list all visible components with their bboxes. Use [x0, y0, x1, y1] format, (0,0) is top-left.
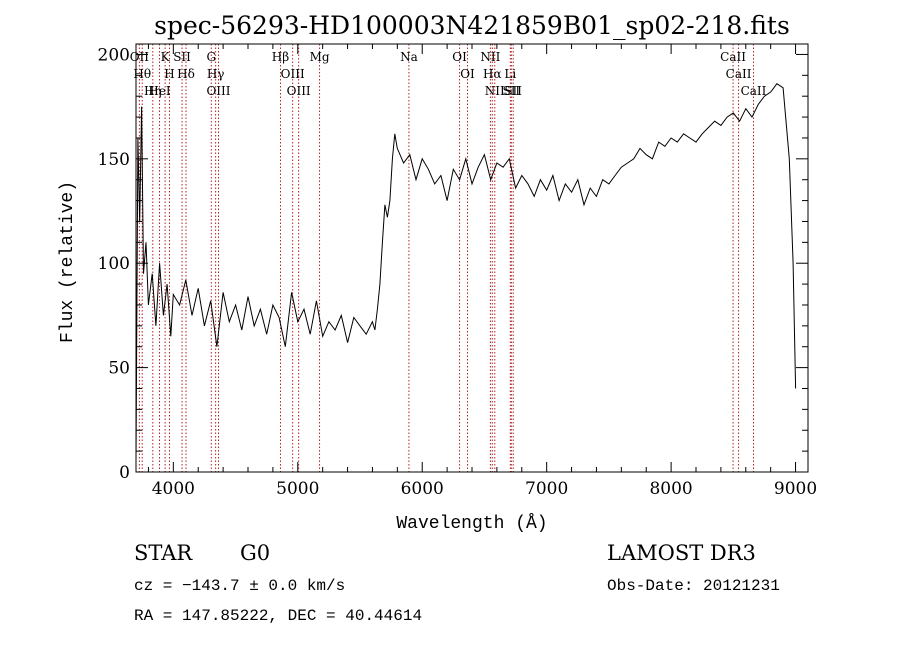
line-marker-label: OIII — [287, 84, 311, 98]
line-marker-label: Mg — [310, 50, 330, 64]
object-class: STAR — [134, 541, 193, 565]
line-marker-label: SII — [173, 50, 191, 64]
y-tick-label: 0 — [119, 463, 130, 483]
y-axis-label: Flux (relative) — [58, 181, 78, 343]
line-marker-label: SII — [502, 84, 520, 98]
subclass: G0 — [240, 541, 270, 565]
line-marker-label: Hθ — [133, 67, 151, 81]
line-marker-label: OI — [452, 50, 467, 64]
line-marker-label: G — [206, 50, 216, 64]
x-tick-label: 7000 — [525, 479, 568, 499]
line-marker-label: Hη — [144, 84, 162, 98]
spectrum-series-line — [135, 83, 797, 462]
y-tick-label: 200 — [98, 45, 130, 65]
obs-date: Obs-Date: 20121231 — [607, 577, 780, 595]
x-tick-label: 5000 — [276, 479, 319, 499]
line-marker-label: OI — [460, 67, 475, 81]
line-marker-label: HeI — [148, 84, 171, 98]
line-marker-label: CaII — [720, 50, 746, 64]
line-marker-label: NII — [485, 84, 505, 98]
coordinates: RA = 147.85222, DEC = 40.44614 — [134, 607, 422, 625]
line-marker-label: OII — [130, 50, 150, 64]
x-tick-label: 6000 — [401, 479, 444, 499]
redshift-cz: cz = −143.7 ± 0.0 km/s — [134, 577, 345, 595]
x-axis: 4000 5000 6000 7000 8000 9000 — [147, 44, 817, 499]
line-marker-label: CaII — [741, 84, 767, 98]
line-marker-label: H — [164, 67, 174, 81]
x-axis-label: Wavelength (Å) — [396, 513, 547, 534]
x-tick-label: 8000 — [649, 479, 692, 499]
line-marker-label: Hα — [483, 67, 502, 81]
line-marker-label: Li — [504, 67, 516, 81]
line-marker-label: NII — [480, 50, 500, 64]
line-marker-lines — [138, 44, 754, 472]
chart-title: spec-56293-HD100003N421859B01_sp02-218.f… — [154, 11, 790, 40]
line-marker-label: K — [161, 50, 171, 64]
line-marker-label: Na — [400, 50, 418, 64]
line-marker-label: SII — [504, 84, 522, 98]
survey-name: LAMOST DR3 — [607, 541, 756, 565]
y-tick-label: 100 — [98, 254, 130, 274]
line-marker-label: OIII — [281, 67, 305, 81]
plot-frame — [135, 43, 809, 473]
x-tick-label: 4000 — [152, 479, 195, 499]
line-marker-label: Hγ — [207, 67, 225, 81]
y-tick-label: 50 — [108, 359, 130, 379]
line-marker-label: OIII — [206, 84, 230, 98]
line-marker-label: Hδ — [177, 67, 195, 81]
x-tick-label: 9000 — [774, 479, 817, 499]
line-marker-label: CaII — [726, 67, 752, 81]
line-marker-label: Hβ — [272, 50, 289, 64]
y-tick-label: 150 — [98, 150, 130, 170]
y-axis: 0 50 100 150 200 — [98, 45, 808, 483]
